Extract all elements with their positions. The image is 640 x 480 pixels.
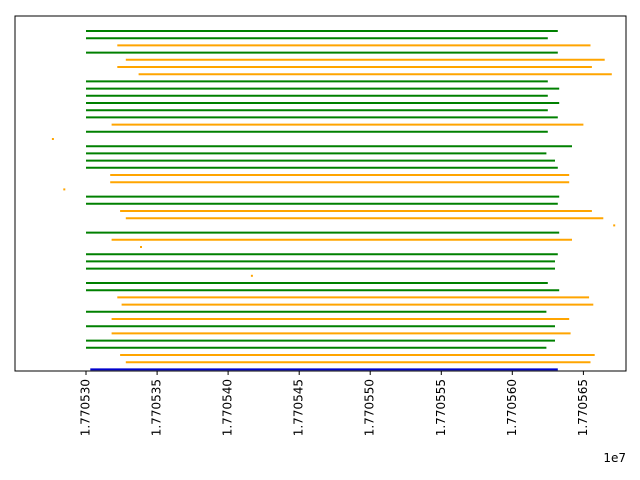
x-tick-label: 1.770560 — [505, 379, 519, 436]
x-tick-label: 1.770550 — [363, 379, 377, 436]
x-axis: 1.770530 1.770535 1.770540 1.770545 1.770550… — [79, 371, 590, 436]
plot-frame — [14, 15, 627, 372]
x-tick-label: 1.770535 — [150, 379, 164, 436]
x-tick-label: 1.770565 — [576, 379, 590, 436]
x-axis-offset-text: 1e7 — [603, 451, 626, 465]
segments-layer — [51, 30, 616, 371]
x-tick-label: 1.770555 — [434, 379, 448, 436]
x-tick-label: 1.770530 — [79, 379, 93, 436]
x-tick-label: 1.770540 — [221, 379, 235, 436]
x-tick-label: 1.770545 — [292, 379, 306, 436]
